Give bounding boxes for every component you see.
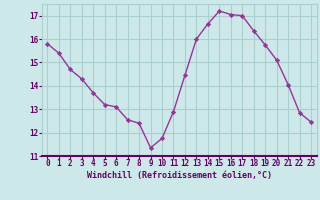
X-axis label: Windchill (Refroidissement éolien,°C): Windchill (Refroidissement éolien,°C): [87, 171, 272, 180]
